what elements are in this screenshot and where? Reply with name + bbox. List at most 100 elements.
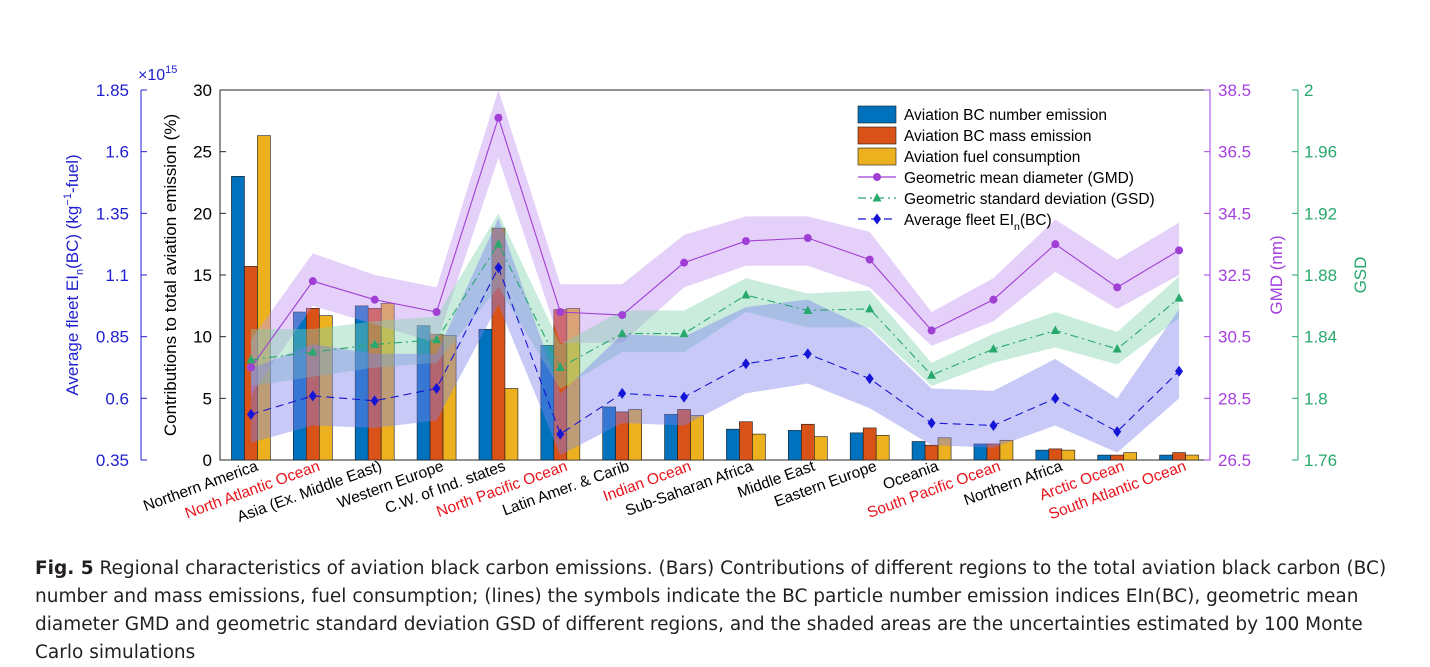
tick-label: 25: [193, 143, 212, 162]
markers-1: [246, 239, 1184, 379]
tick-label: 15: [193, 266, 212, 285]
point: [617, 328, 627, 338]
bar: [875, 435, 890, 461]
point: [741, 290, 751, 299]
point: [679, 328, 689, 338]
point: [741, 358, 750, 370]
point: [432, 308, 441, 316]
point: [370, 339, 380, 348]
bar: [1097, 454, 1111, 461]
bar: [491, 227, 506, 461]
legend-label: Aviation BC number emission: [904, 107, 1107, 124]
tick-label: 26.5: [1218, 451, 1251, 470]
tick-label: 1.84: [1304, 328, 1337, 347]
tick-label: 0: [203, 451, 212, 470]
point: [803, 234, 812, 242]
tick-label: 1.8: [1304, 389, 1328, 408]
tick-label: 1.88: [1304, 266, 1337, 285]
bar: [1061, 449, 1076, 461]
legend-label: Aviation BC mass emission: [904, 128, 1092, 145]
tick-label: 1.76: [1304, 451, 1337, 470]
legend-label: Average fleet EIn(BC): [904, 212, 1052, 233]
bar: [911, 441, 926, 461]
regional-bc-chart: 30 25 20 15 10 5 0 Contributions to total aviat…: [62, 64, 1370, 526]
point: [1051, 240, 1060, 249]
series-line-2: [250, 266, 1180, 435]
point: [308, 347, 318, 356]
markers-2: [246, 262, 1184, 440]
tick-label: 1.92: [1304, 204, 1337, 223]
bar: [1185, 454, 1199, 461]
series-line-1: [250, 243, 1180, 376]
point: [1175, 365, 1184, 377]
point: [865, 303, 875, 313]
point: [370, 295, 379, 304]
bar: [849, 432, 864, 461]
tick-label: 1.96: [1304, 143, 1337, 162]
legend-marker: [873, 173, 881, 181]
bar: [380, 303, 395, 461]
legend-label: Aviation fuel consumption: [904, 149, 1080, 166]
bar: [924, 444, 939, 461]
tick-label: 30: [193, 81, 212, 100]
point: [555, 362, 565, 371]
bar: [504, 388, 519, 461]
tick-label: 1.6: [105, 143, 129, 162]
bar: [231, 176, 245, 461]
point: [556, 308, 565, 316]
point: [927, 370, 937, 379]
point: [865, 255, 874, 264]
point: [370, 395, 379, 407]
point: [989, 295, 998, 304]
bar: [1035, 449, 1050, 461]
bar: [739, 421, 753, 461]
bar: [566, 307, 581, 461]
point: [246, 408, 255, 420]
point: [494, 113, 503, 122]
bar: [999, 439, 1014, 461]
legend: Aviation BC number emission Aviation BC m…: [857, 105, 1155, 233]
legend-label: Geometric standard deviation (GSD): [904, 191, 1155, 208]
left-inner-axis-title: Contributions to total aviation emission…: [161, 114, 180, 436]
right-gsd-axis-title: GSD: [1351, 257, 1370, 294]
legend-marker: [873, 213, 881, 225]
point: [618, 311, 627, 320]
bar: [628, 409, 642, 461]
bar: [752, 433, 766, 461]
uncertainty-band-1: [250, 213, 1180, 390]
legend-swatch: [857, 147, 897, 166]
bar: [788, 430, 802, 461]
tick-label: 0.6: [105, 389, 129, 408]
point: [1175, 246, 1184, 255]
point: [803, 305, 813, 314]
tick-label: 36.5: [1218, 143, 1251, 162]
point: [432, 382, 441, 394]
tick-label: 20: [193, 204, 212, 223]
left-outer-axis: 1.85 1.6 1.35 1.1 0.85 0.6 0.35 ×1015 Average fl…: [62, 64, 177, 470]
tick-label: 30.5: [1218, 328, 1251, 347]
uncertainty-band-2: [250, 218, 1180, 456]
point: [308, 277, 317, 286]
legend-swatch: [857, 126, 897, 145]
bar-series-2: [257, 135, 1199, 461]
tick-label: 1.1: [105, 266, 129, 285]
point: [246, 354, 256, 364]
point: [1051, 392, 1060, 404]
right-gsd-axis: 2 1.96 1.92 1.88 1.84 1.8 1.76 GSD: [1292, 81, 1370, 470]
left-outer-axis-title: Average fleet EIn(BC) (kg−1-fuel): [62, 154, 86, 395]
bar: [814, 436, 828, 461]
bar: [726, 428, 740, 461]
bar: [690, 415, 704, 461]
tick-label: 28.5: [1218, 389, 1251, 408]
tick-label: 1.85: [96, 81, 129, 100]
point: [927, 417, 936, 429]
point: [1050, 325, 1060, 334]
bar: [801, 423, 815, 461]
figure-caption: Fig. 5 Regional characteristics of aviat…: [35, 555, 1405, 667]
bar: [862, 427, 877, 461]
bar: [257, 135, 271, 461]
point: [988, 344, 998, 353]
point: [803, 348, 812, 360]
point: [927, 326, 936, 335]
legend-swatch: [857, 105, 897, 124]
